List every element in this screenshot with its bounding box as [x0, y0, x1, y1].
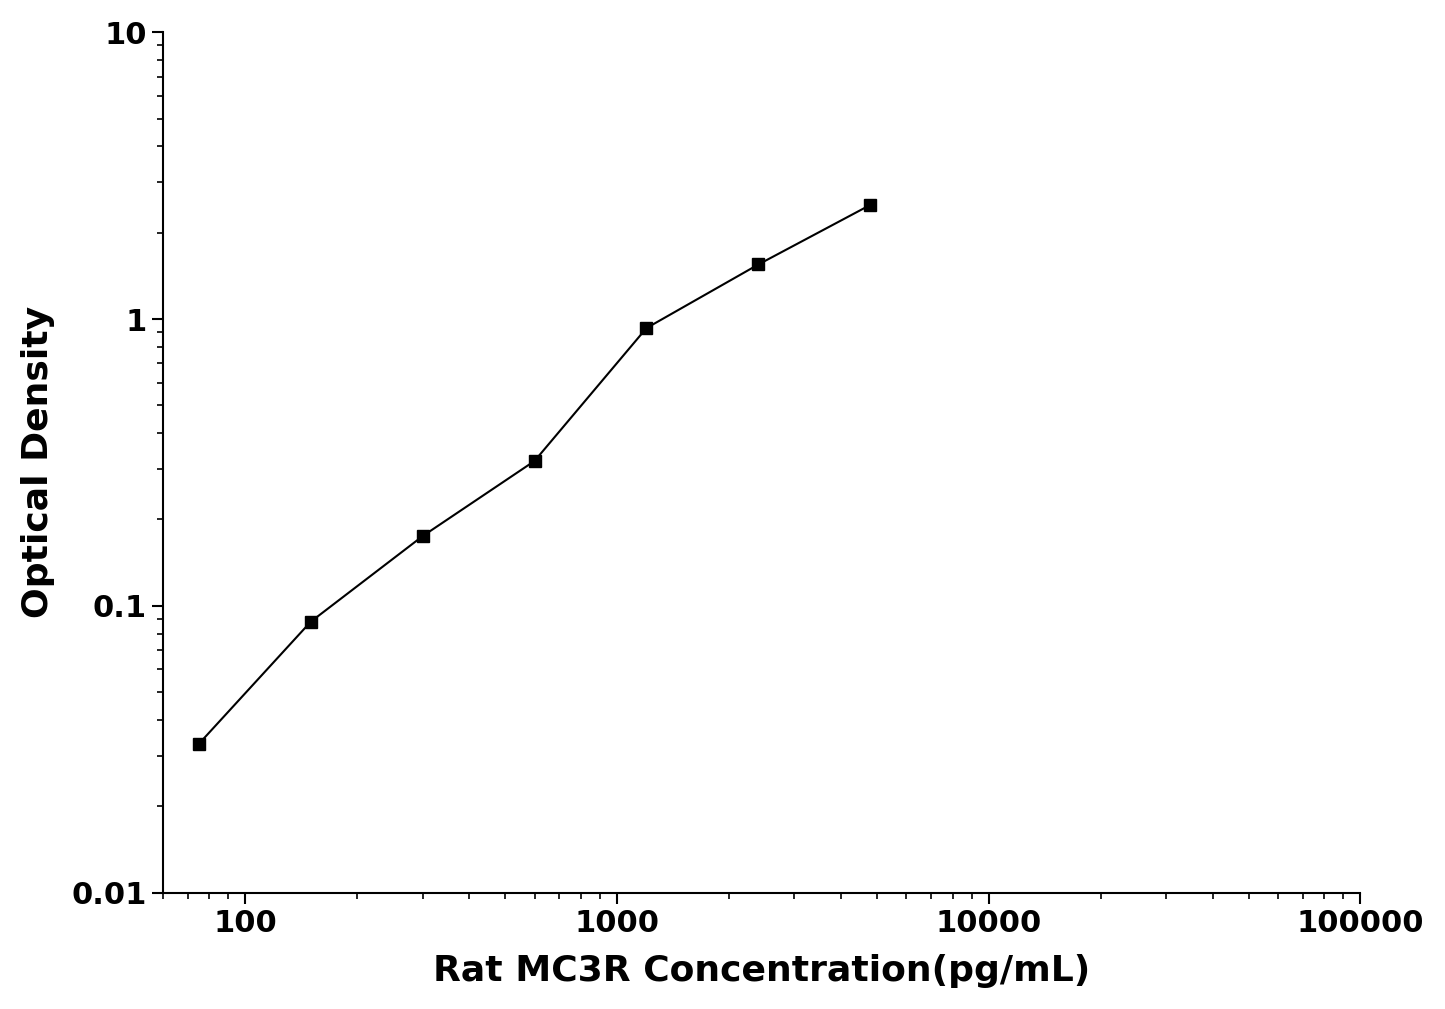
X-axis label: Rat MC3R Concentration(pg/mL): Rat MC3R Concentration(pg/mL)	[434, 955, 1091, 988]
Y-axis label: Optical Density: Optical Density	[20, 307, 55, 619]
